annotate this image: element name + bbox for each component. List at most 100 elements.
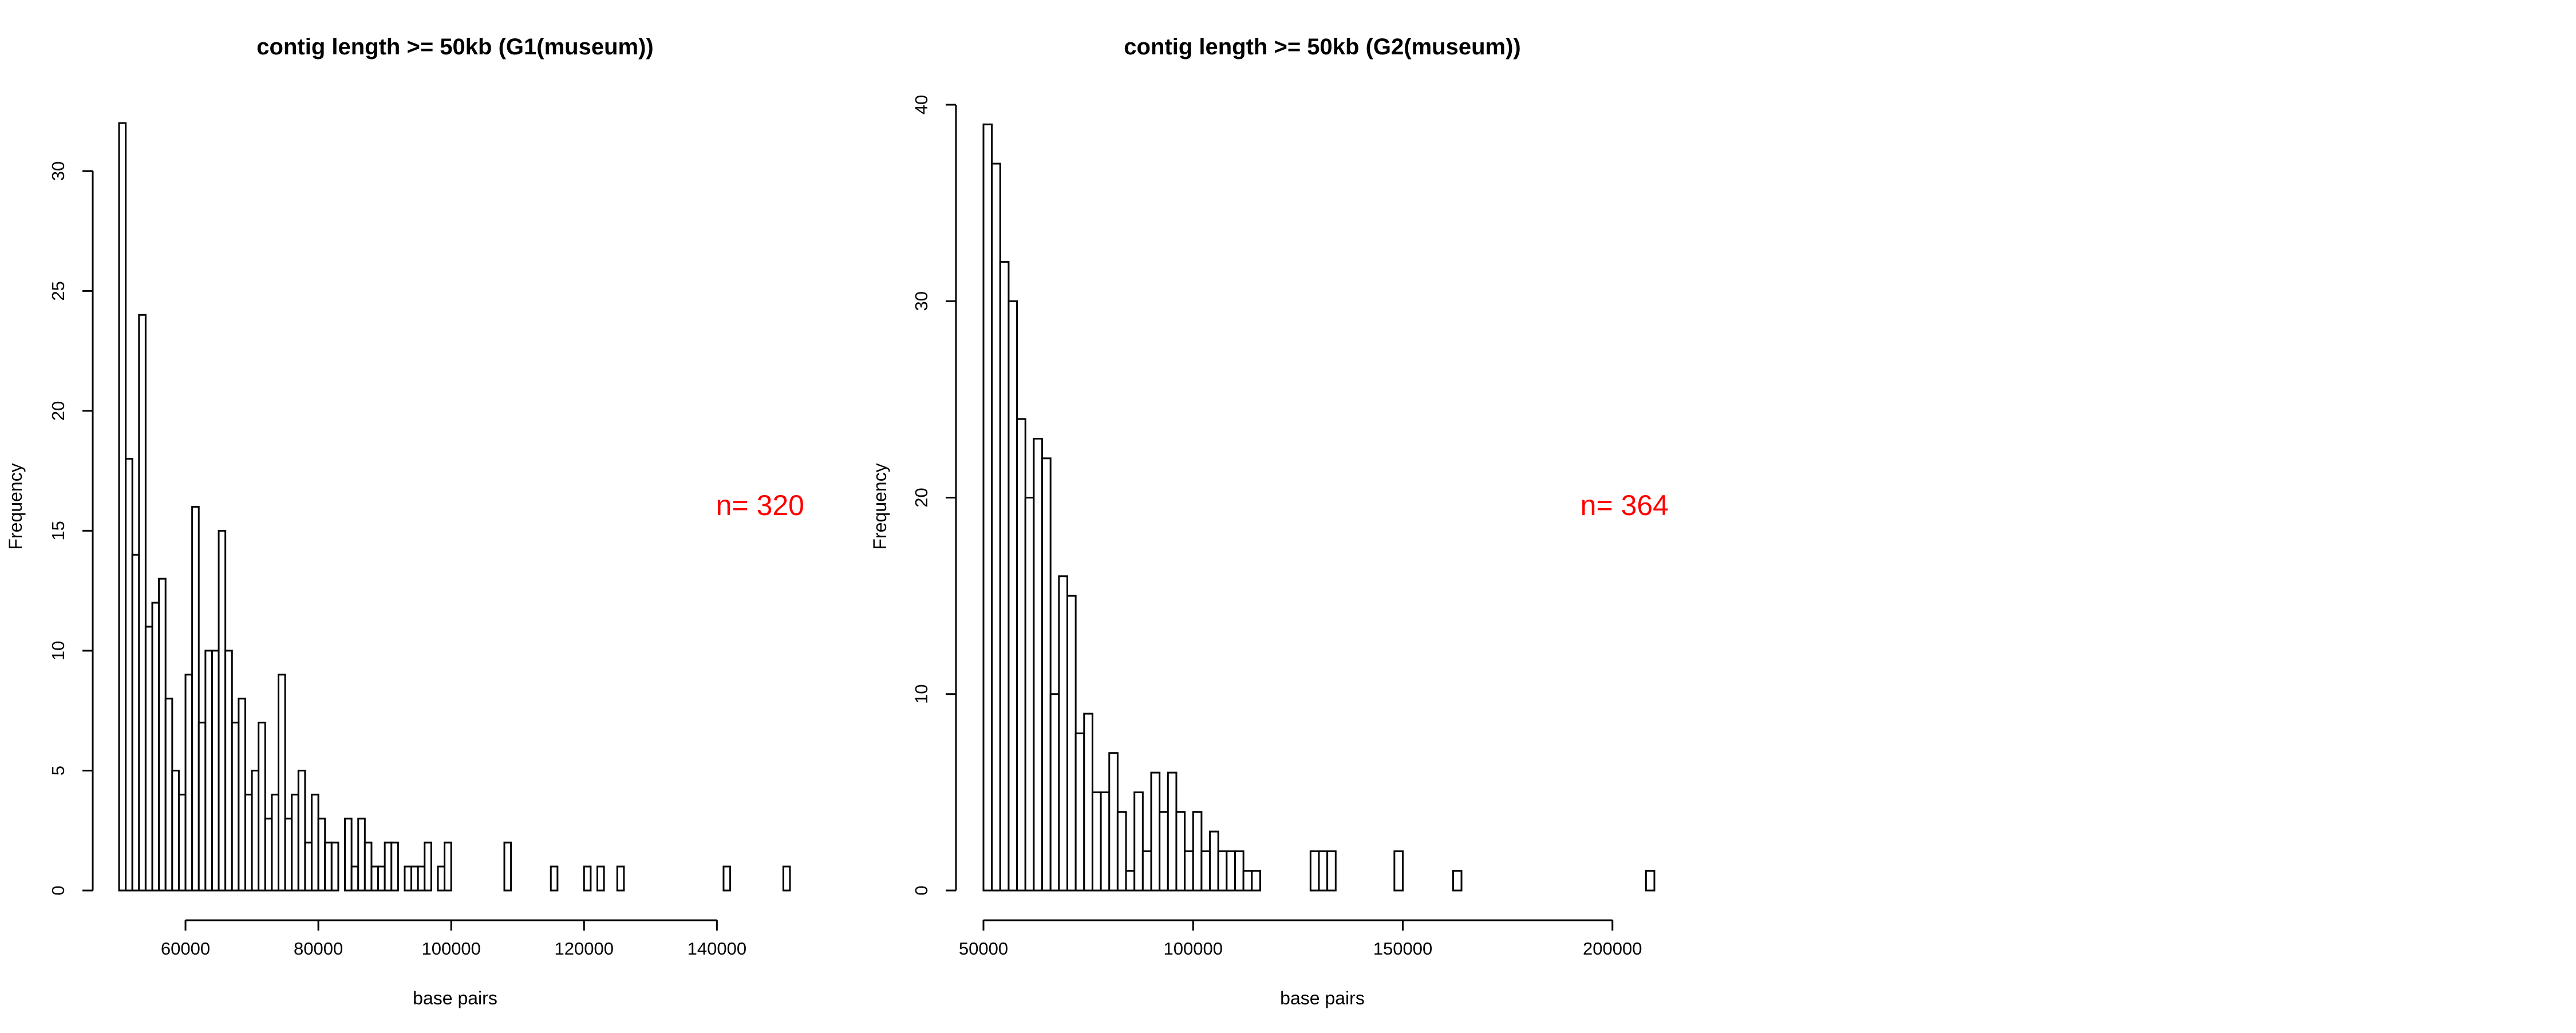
y-tick-label: 30: [48, 161, 68, 181]
histogram-bar: [244, 793, 253, 892]
y-axis-label: Frequency: [5, 463, 26, 549]
histogram-bars: [982, 123, 1656, 892]
histogram-bar: [1049, 693, 1060, 892]
histogram-bar: [982, 123, 993, 892]
histogram-bar: [144, 626, 153, 892]
histogram-bar: [999, 261, 1010, 892]
histogram-bar: [231, 722, 240, 892]
x-tick-label: 200000: [1583, 939, 1642, 959]
histogram-bar: [151, 601, 160, 892]
y-tick-label: 15: [48, 521, 68, 540]
histogram-bar: [164, 698, 173, 892]
histogram-bar: [1234, 850, 1244, 892]
histogram-bar: [177, 793, 187, 892]
histogram-bar: [404, 865, 413, 892]
histogram-bar: [171, 769, 180, 892]
x-tick-label: 60000: [161, 939, 210, 959]
histogram-bar: [1251, 870, 1261, 892]
histogram-bar: [204, 650, 213, 892]
histogram-bar: [364, 841, 373, 892]
histogram-bar: [1318, 850, 1329, 892]
histogram-panel-g1: contig length >= 50kb (G1(museum)) Frequ…: [5, 34, 804, 1008]
histogram-bar: [1066, 595, 1077, 892]
histogram-bar: [304, 841, 313, 892]
histogram-bar: [238, 698, 246, 892]
histogram-bar: [1217, 850, 1228, 892]
histogram-bar: [410, 865, 419, 892]
histogram-bar: [1041, 457, 1052, 892]
x-axis-label: base pairs: [413, 988, 497, 1008]
chart-title: contig length >= 50kb (G2(museum)): [1124, 34, 1520, 60]
histogram-bar: [1074, 732, 1085, 892]
histogram-bar: [1024, 497, 1035, 892]
histogram-bar: [1645, 870, 1656, 892]
histogram-bar: [197, 722, 207, 892]
y-tick-label: 25: [48, 281, 68, 300]
histogram-bar: [583, 865, 592, 892]
histogram-bar: [1008, 300, 1018, 892]
y-tick-label: 10: [48, 641, 68, 660]
histogram-bar: [370, 865, 380, 892]
histogram-bar: [1309, 850, 1320, 892]
histogram-bar: [444, 841, 452, 892]
histogram-bar: [424, 841, 432, 892]
histogram-bar: [131, 553, 140, 892]
histogram-bar: [158, 577, 167, 892]
histogram-bar: [1125, 870, 1136, 892]
histogram-bars: [118, 122, 791, 892]
y-axis: 0 10 20 30 40: [911, 95, 957, 896]
histogram-bar: [125, 458, 133, 892]
histogram-panel-g2: contig length >= 50kb (G2(museum)) Frequ…: [870, 34, 1669, 1008]
histogram-bar: [503, 841, 512, 892]
histogram-bar: [1226, 850, 1236, 892]
histogram-bar: [1393, 850, 1404, 892]
histogram-bar: [350, 865, 359, 892]
histogram-bar: [297, 769, 306, 892]
histogram-bar: [1184, 850, 1194, 892]
histogram-bar: [1133, 791, 1144, 892]
histogram-bar: [1141, 850, 1152, 892]
histogram-bar: [278, 674, 286, 892]
histogram-bar: [264, 817, 273, 892]
x-axis: 60000 80000 100000 120000 140000: [161, 919, 746, 959]
histogram-bar: [550, 865, 559, 892]
histogram-bar: [317, 817, 326, 892]
histogram-bar: [390, 841, 399, 892]
sample-count-annotation: n= 364: [1581, 489, 1669, 521]
histogram-bar: [1209, 830, 1219, 892]
y-tick-label: 0: [48, 885, 68, 895]
histogram-bar: [1159, 811, 1169, 892]
histogram-bar: [782, 865, 791, 892]
histogram-bar: [258, 722, 266, 892]
histogram-bar: [291, 793, 299, 892]
histogram-bar: [616, 865, 625, 892]
histogram-bar: [1100, 791, 1111, 892]
histogram-bar: [437, 865, 446, 892]
histogram-bar: [1326, 850, 1337, 892]
histogram-bar: [118, 122, 127, 892]
y-tick-label: 40: [911, 95, 931, 114]
histogram-bar: [138, 314, 147, 892]
histogram-bar: [1083, 713, 1093, 892]
histogram-bar: [184, 674, 193, 892]
y-tick-label: 10: [911, 684, 931, 704]
chart-title: contig length >= 50kb (G1(museum)): [256, 34, 653, 60]
y-tick-label: 0: [911, 885, 931, 895]
x-tick-label: 140000: [688, 939, 746, 959]
histogram-bar: [417, 865, 426, 892]
x-tick-label: 100000: [1164, 939, 1223, 959]
histogram-bar: [991, 163, 1001, 892]
x-tick-label: 100000: [421, 939, 480, 959]
histogram-bar: [1200, 850, 1211, 892]
histogram-bar: [344, 817, 353, 892]
y-tick-label: 20: [911, 488, 931, 507]
x-tick-label: 50000: [959, 939, 1008, 959]
histogram-bar: [311, 793, 319, 892]
histogram-bar: [1108, 752, 1119, 892]
histogram-bar: [1192, 811, 1203, 892]
histogram-bar: [330, 841, 339, 892]
y-tick-label: 30: [911, 291, 931, 311]
histogram-bar: [1116, 811, 1127, 892]
histogram-bar: [211, 650, 220, 892]
